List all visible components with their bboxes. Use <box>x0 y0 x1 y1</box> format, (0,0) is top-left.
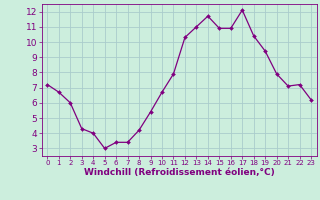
X-axis label: Windchill (Refroidissement éolien,°C): Windchill (Refroidissement éolien,°C) <box>84 168 275 177</box>
